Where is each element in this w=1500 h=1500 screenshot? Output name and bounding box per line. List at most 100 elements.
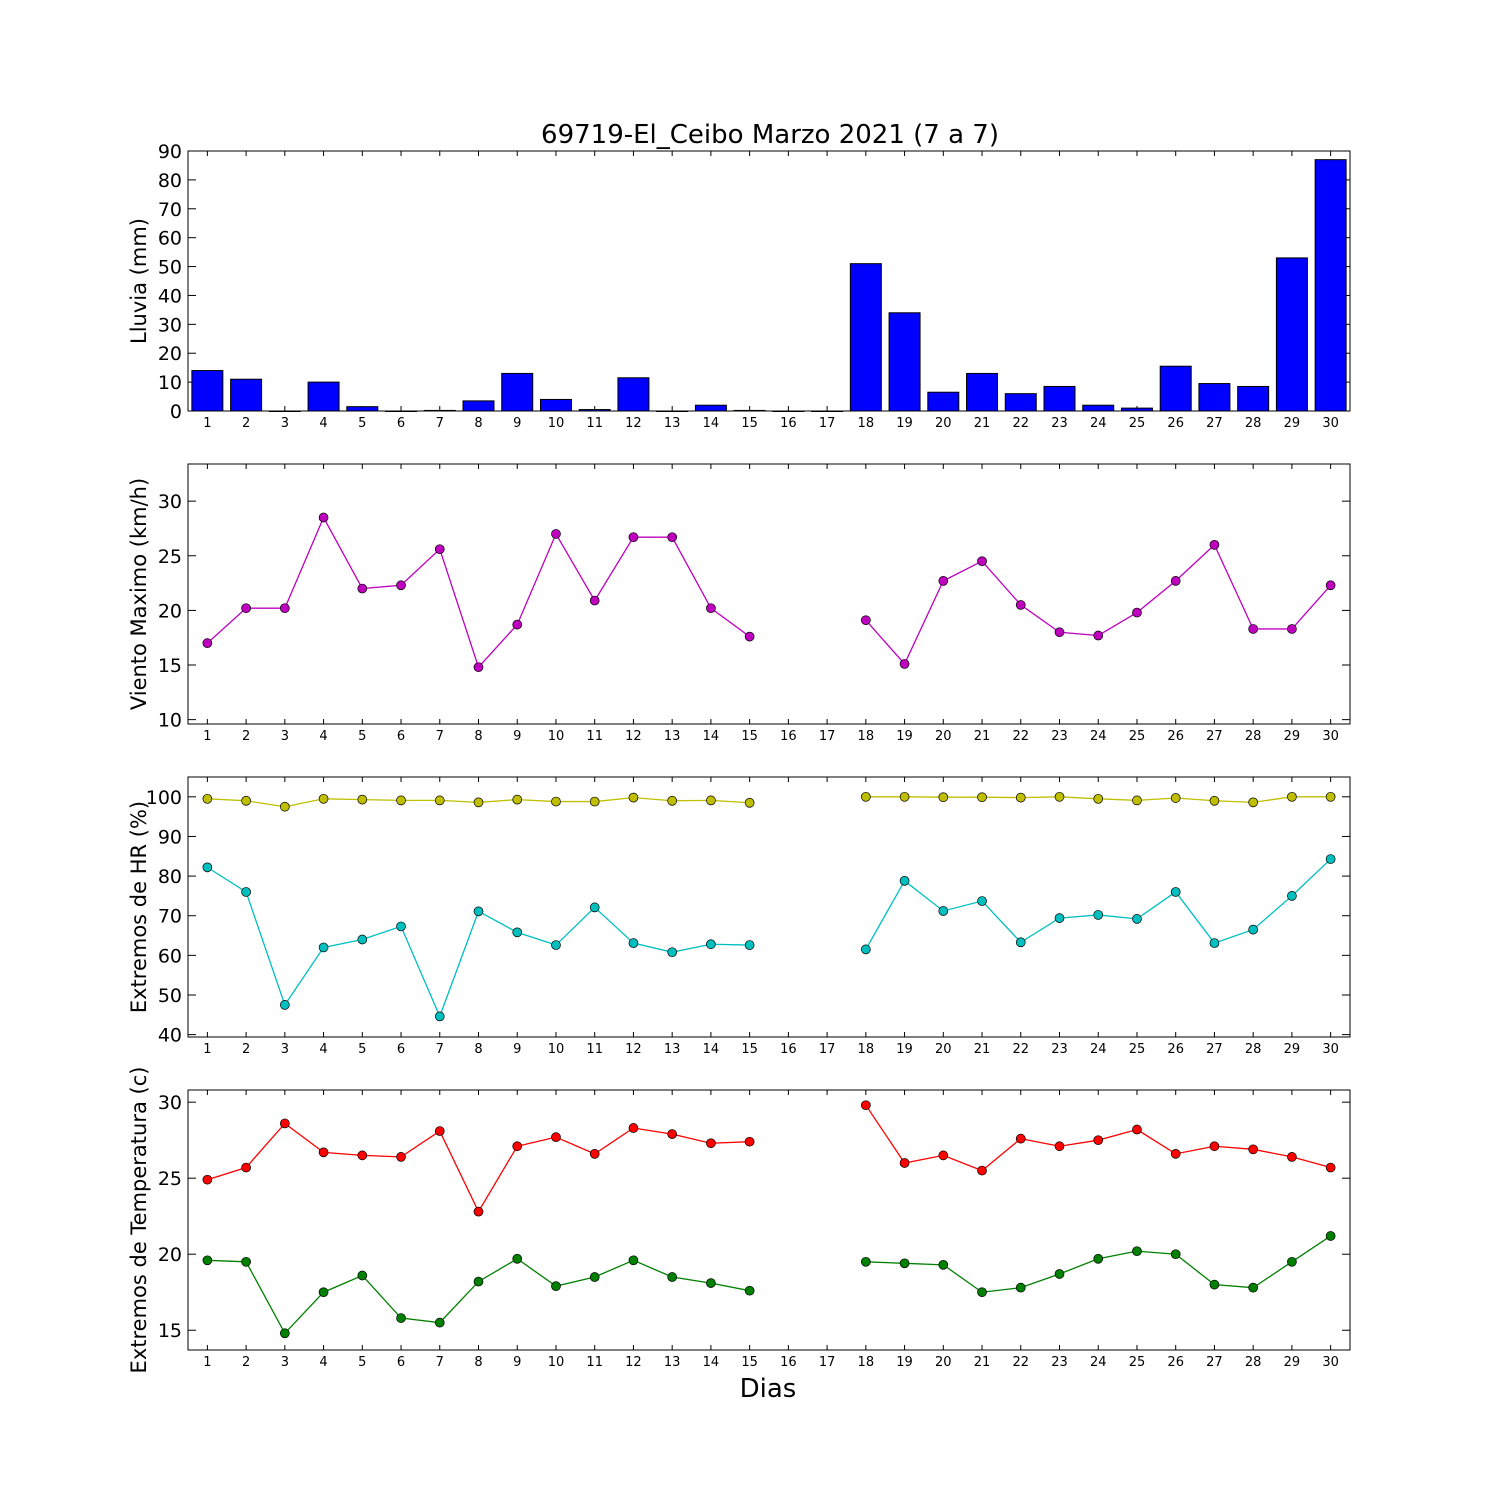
x-tick-label: 19 <box>896 729 913 744</box>
y-tick-label: 30 <box>158 314 182 336</box>
x-tick-label: 16 <box>780 1042 797 1057</box>
x-tick-label: 19 <box>896 1355 913 1370</box>
data-point <box>977 1287 987 1298</box>
y-axis-label: Lluvia (mm) <box>127 218 151 344</box>
x-tick-label: 13 <box>664 729 681 744</box>
x-tick-label: 27 <box>1206 416 1223 431</box>
bar <box>966 372 999 412</box>
x-tick-label: 2 <box>242 416 250 431</box>
x-tick-label: 4 <box>319 1042 327 1057</box>
data-point <box>1209 938 1220 948</box>
x-tick-label: 27 <box>1206 1042 1223 1057</box>
plot-frame <box>187 463 1351 725</box>
data-point <box>1248 624 1259 634</box>
y-axis-label: Extremos de HR (%) <box>127 801 151 1013</box>
data-point <box>357 934 368 945</box>
x-tick-label: 8 <box>474 1042 482 1057</box>
data-point <box>473 662 484 673</box>
data-point <box>628 532 639 543</box>
data-point <box>938 792 949 803</box>
data-point <box>938 576 949 586</box>
data-point <box>512 1141 523 1152</box>
data-point <box>667 1272 678 1282</box>
x-tick-label: 25 <box>1129 1355 1146 1370</box>
data-point <box>434 544 445 555</box>
data-point <box>318 512 329 523</box>
x-tick-label: 10 <box>548 416 565 431</box>
x-tick-label: 12 <box>625 416 642 431</box>
data-point <box>1132 914 1142 924</box>
bar <box>694 404 727 412</box>
x-tick-label: 28 <box>1245 1042 1262 1057</box>
x-tick-label: 7 <box>436 1042 444 1057</box>
x-tick-label: 18 <box>858 416 875 431</box>
bar <box>772 410 805 412</box>
x-tick-label: 6 <box>397 416 405 431</box>
x-tick-label: 18 <box>858 1355 875 1370</box>
y-tick-label: 20 <box>158 600 182 622</box>
data-point <box>473 797 484 808</box>
x-tick-label: 14 <box>703 1042 720 1057</box>
x-tick-label: 13 <box>664 416 681 431</box>
bar <box>1237 385 1270 412</box>
y-tick-label: 60 <box>158 228 182 250</box>
data-point <box>667 1129 678 1139</box>
data-point <box>589 796 600 807</box>
data-point <box>1015 1282 1026 1293</box>
x-tick-label: 9 <box>513 1042 521 1057</box>
data-point <box>1132 795 1142 806</box>
bar <box>1082 404 1115 412</box>
y-tick-label: 15 <box>158 655 182 677</box>
y-tick-label: 25 <box>158 1168 182 1190</box>
x-tick-label: 4 <box>319 416 327 431</box>
data-point <box>241 1162 251 1173</box>
bar <box>888 312 921 412</box>
x-tick-label: 23 <box>1051 1355 1068 1370</box>
data-point <box>589 1272 600 1282</box>
y-tick-label: 70 <box>158 906 182 928</box>
x-tick-label: 1 <box>203 729 211 744</box>
data-point <box>628 938 639 948</box>
x-tick-label: 1 <box>203 1042 211 1057</box>
x-tick-label: 6 <box>397 1042 405 1057</box>
x-tick-label: 24 <box>1090 1042 1107 1057</box>
data-point <box>1325 854 1336 864</box>
data-point <box>1287 624 1297 634</box>
x-tick-label: 29 <box>1284 1042 1301 1057</box>
data-point <box>860 615 871 626</box>
data-point <box>241 603 251 614</box>
x-tick-label: 4 <box>319 729 327 744</box>
x-tick-label: 11 <box>586 416 603 431</box>
data-point <box>551 1132 561 1142</box>
data-point <box>667 532 678 543</box>
y-tick-label: 50 <box>158 257 182 279</box>
data-point <box>1132 1246 1142 1257</box>
data-point <box>473 1206 484 1217</box>
data-point <box>899 791 910 802</box>
data-point <box>318 1147 329 1158</box>
x-tick-label: 28 <box>1245 729 1262 744</box>
data-point <box>551 1281 561 1291</box>
data-point <box>899 659 910 669</box>
x-tick-label: 27 <box>1206 729 1223 744</box>
x-tick-label: 5 <box>358 416 366 431</box>
data-point <box>396 1152 406 1162</box>
x-tick-label: 16 <box>780 729 797 744</box>
x-tick-label: 9 <box>513 416 521 431</box>
data-point <box>860 1256 871 1267</box>
x-tick-label: 25 <box>1129 416 1146 431</box>
y-tick-label: 100 <box>146 787 182 809</box>
data-point <box>1132 1124 1142 1135</box>
data-point <box>318 793 329 804</box>
x-tick-label: 21 <box>974 1042 991 1057</box>
x-tick-label: 19 <box>896 1042 913 1057</box>
data-point <box>241 795 251 806</box>
x-tick-label: 17 <box>819 1355 836 1370</box>
data-point <box>1015 600 1026 610</box>
x-tick-label: 30 <box>1322 1355 1339 1370</box>
data-point <box>938 1260 949 1270</box>
x-tick-label: 25 <box>1129 729 1146 744</box>
data-point <box>899 875 910 886</box>
